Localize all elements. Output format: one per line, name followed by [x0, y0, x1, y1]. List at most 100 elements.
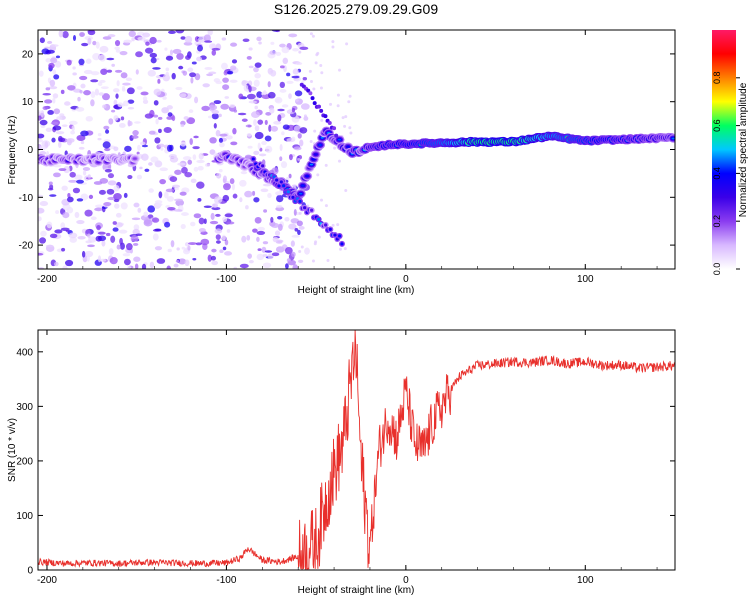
spectrogram-noise-blob: [105, 129, 110, 134]
spectrogram-ridge-blob: [671, 137, 675, 140]
spectrogram-noise-blob: [348, 126, 352, 130]
spectrogram-noise-blob: [267, 91, 276, 99]
spectrogram-noise-blob: [192, 154, 197, 161]
spectrogram-noise-blob: [99, 178, 109, 184]
y-tick-label: 200: [16, 456, 33, 467]
spectrogram-noise-blob: [38, 138, 44, 143]
spectrogram-noise-blob: [167, 206, 176, 211]
spectrogram-noise-blob: [269, 107, 275, 114]
spectrogram-noise-blob: [222, 178, 226, 184]
spectrogram-noise-blob: [175, 30, 185, 34]
spectrogram-noise-blob: [51, 137, 56, 143]
spectrogram-noise-blob: [207, 115, 213, 119]
spectrogram-noise-blob: [99, 45, 109, 53]
spectrogram-noise-blob: [88, 194, 94, 200]
spectrogram-noise-blob: [144, 47, 154, 54]
spectrogram-noise-blob: [125, 77, 133, 82]
spectrogram-noise-blob: [109, 257, 118, 265]
spectrogram-ridge-blob: [308, 91, 313, 96]
spectrogram-noise-blob: [173, 263, 179, 268]
spectrogram-noise-blob: [177, 258, 187, 265]
spectrogram-noise-blob: [253, 66, 259, 73]
spectrogram-noise-blob: [225, 135, 233, 140]
spectrogram-ridge-blob: [332, 126, 337, 131]
spectrogram-noise-blob: [38, 194, 44, 198]
spectrogram-noise-blob: [298, 50, 302, 54]
spectrogram-noise-blob: [116, 244, 121, 250]
spectrogram-noise-blob: [223, 251, 233, 256]
spectrogram-ridge-blob: [320, 136, 324, 139]
spectrogram-noise-blob: [61, 124, 68, 127]
spectrogram-noise-blob: [175, 86, 183, 91]
spectrogram-noise-blob: [97, 255, 102, 263]
spectrogram-noise-blob: [286, 258, 291, 263]
spectrogram-noise-blob: [211, 113, 219, 120]
spectrogram-noise-blob: [39, 119, 48, 126]
spectrogram-noise-blob: [126, 87, 135, 95]
spectrogram-noise-blob: [311, 34, 315, 38]
spectrogram-noise-blob: [258, 41, 262, 45]
spectrogram-noise-blob: [113, 184, 120, 192]
spectrogram-noise-blob: [229, 79, 238, 83]
spectrogram-noise-blob: [153, 88, 162, 96]
spectrogram-noise-blob: [113, 193, 122, 201]
spectrogram-noise-blob: [164, 191, 169, 199]
spectrogram-noise-blob: [62, 30, 69, 39]
spectrogram-noise-blob: [181, 166, 188, 174]
spectrogram-noise-blob: [137, 207, 142, 213]
chart-title: S126.2025.279.09.29.G09: [274, 1, 438, 17]
spectrogram-noise-blob: [181, 212, 189, 216]
spectrogram-noise-blob: [309, 32, 313, 36]
spectrogram-noise-blob: [336, 93, 340, 97]
spectrogram-noise-blob: [90, 71, 100, 76]
spectrogram-ridge-blob: [323, 114, 328, 119]
y-tick-label: -20: [19, 241, 34, 252]
spectrogram-noise-blob: [222, 216, 228, 223]
spectrogram-ridge-blob: [333, 233, 337, 237]
spectrogram-noise-blob: [333, 146, 337, 150]
spectrogram-noise-blob: [309, 140, 313, 144]
spectrogram-noise-blob: [218, 168, 223, 173]
spectrogram-noise-blob: [96, 224, 101, 231]
spectrogram-noise-blob: [211, 206, 221, 211]
spectrogram-noise-blob: [313, 242, 317, 246]
spectrogram-noise-blob: [246, 133, 252, 137]
spectrogram-ridge-blob: [324, 223, 328, 227]
spectrogram-noise-blob: [282, 57, 289, 65]
spectrogram-noise-blob: [127, 106, 135, 110]
spectrogram-noise-blob: [120, 202, 128, 210]
spectrogram-noise-blob: [179, 93, 187, 98]
spectrogram-ridge-blob: [327, 120, 332, 125]
spectrogram-noise-blob: [197, 198, 202, 202]
spectrogram-noise-blob: [218, 113, 222, 118]
spectrogram-ridge-blob: [261, 164, 265, 168]
spectrogram-noise-blob: [348, 94, 352, 98]
spectrogram-noise-blob: [106, 188, 115, 195]
spectrogram-noise-blob: [80, 193, 89, 201]
spectrogram-noise-blob: [139, 166, 143, 170]
spectrogram-noise-blob: [79, 75, 88, 81]
spectrogram-noise-blob: [145, 41, 150, 46]
spectrogram-noise-blob: [221, 234, 226, 241]
spectrogram-noise-blob: [166, 265, 171, 269]
spectrogram-noise-blob: [294, 227, 299, 232]
spectrogram-noise-blob: [85, 115, 93, 122]
spectrogram-noise-blob: [45, 87, 51, 91]
spectrogram-noise-blob: [133, 202, 140, 208]
spectrogram-noise-blob: [290, 218, 300, 224]
spectrogram-noise-blob: [267, 81, 271, 88]
spectrogram-noise-blob: [229, 178, 235, 185]
spectrogram-noise-blob: [127, 266, 132, 269]
spectrogram-noise-blob: [108, 248, 114, 255]
spectrogram-noise-blob: [38, 133, 45, 139]
spectrogram-noise-blob: [252, 190, 256, 196]
spectrogram-noise-blob: [300, 245, 304, 249]
spectrogram-noise-blob: [63, 165, 71, 174]
spectrogram-noise-blob: [286, 80, 294, 85]
spectrogram-noise-blob: [224, 213, 233, 218]
spectrogram-noise-blob: [158, 191, 163, 199]
spectrogram-noise-blob: [190, 221, 196, 227]
spectrogram-noise-blob: [226, 221, 235, 225]
spectrogram-noise-blob: [80, 130, 89, 137]
